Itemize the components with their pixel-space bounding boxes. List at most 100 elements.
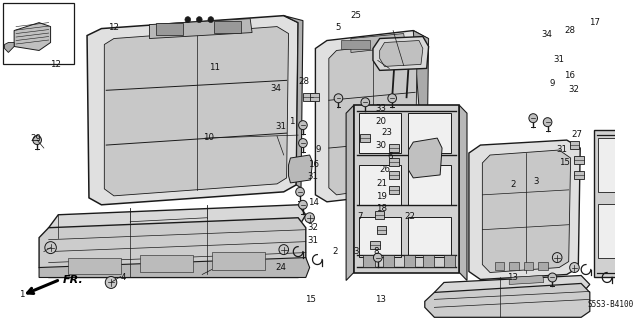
Bar: [377, 226, 387, 234]
Bar: [360, 134, 370, 142]
Circle shape: [299, 138, 307, 148]
Polygon shape: [351, 33, 406, 52]
Circle shape: [196, 17, 202, 23]
Bar: [509, 262, 519, 270]
Text: 31: 31: [554, 55, 564, 64]
Polygon shape: [149, 19, 252, 39]
Polygon shape: [4, 42, 14, 52]
Text: 13: 13: [375, 295, 387, 304]
Polygon shape: [284, 16, 303, 188]
Bar: [156, 23, 183, 34]
Text: 32: 32: [569, 85, 580, 94]
Polygon shape: [408, 138, 442, 178]
Circle shape: [208, 17, 214, 23]
Text: 18: 18: [376, 204, 387, 213]
Text: 2: 2: [332, 247, 338, 256]
Bar: [212, 252, 264, 270]
Polygon shape: [425, 284, 590, 317]
Text: 33: 33: [375, 104, 387, 113]
Circle shape: [388, 41, 396, 48]
Text: 16: 16: [308, 160, 319, 169]
Polygon shape: [435, 276, 590, 301]
Polygon shape: [49, 205, 306, 238]
Text: 19: 19: [376, 191, 387, 201]
Polygon shape: [509, 276, 544, 285]
Text: FR.: FR.: [63, 276, 84, 286]
Text: 14: 14: [308, 198, 319, 207]
Text: 8: 8: [373, 247, 379, 256]
Circle shape: [299, 121, 307, 130]
Text: 9: 9: [549, 79, 554, 88]
Bar: [364, 255, 375, 267]
Text: 1: 1: [289, 117, 295, 126]
Bar: [140, 255, 193, 271]
Bar: [389, 171, 399, 179]
Polygon shape: [316, 31, 428, 202]
Circle shape: [279, 245, 289, 255]
Circle shape: [529, 114, 538, 123]
Polygon shape: [380, 41, 423, 66]
Text: 3: 3: [533, 177, 539, 186]
Circle shape: [570, 263, 579, 272]
Bar: [375, 211, 385, 219]
Bar: [598, 138, 627, 192]
Bar: [634, 204, 640, 257]
Text: 16: 16: [564, 71, 575, 80]
Text: 23: 23: [381, 128, 392, 137]
Circle shape: [388, 94, 396, 103]
Polygon shape: [39, 257, 310, 278]
Bar: [408, 113, 451, 153]
Polygon shape: [413, 31, 429, 185]
Text: 21: 21: [376, 179, 387, 188]
Text: 31: 31: [308, 173, 319, 182]
Text: 31: 31: [556, 145, 568, 154]
Text: 34: 34: [271, 84, 282, 93]
Text: 31: 31: [308, 236, 319, 245]
Text: 25: 25: [351, 11, 362, 20]
Bar: [370, 241, 380, 249]
Bar: [214, 21, 241, 33]
Polygon shape: [460, 105, 467, 280]
Circle shape: [45, 241, 56, 254]
Bar: [598, 204, 627, 257]
Text: 6: 6: [388, 152, 393, 161]
Circle shape: [374, 253, 382, 262]
Bar: [594, 130, 640, 278]
Text: 2: 2: [510, 181, 516, 189]
Text: 4: 4: [120, 272, 126, 281]
Bar: [389, 144, 399, 152]
Bar: [444, 255, 456, 267]
Bar: [524, 262, 533, 270]
Polygon shape: [39, 218, 306, 278]
Polygon shape: [14, 23, 51, 50]
Bar: [575, 171, 584, 179]
Text: 13: 13: [508, 272, 518, 281]
Polygon shape: [87, 16, 298, 205]
Circle shape: [543, 118, 552, 127]
Circle shape: [185, 17, 191, 23]
Bar: [404, 255, 415, 267]
Text: 12: 12: [108, 23, 119, 32]
Text: 11: 11: [209, 63, 220, 72]
Circle shape: [305, 213, 314, 223]
Bar: [358, 113, 401, 153]
Polygon shape: [373, 37, 429, 70]
Bar: [303, 93, 312, 101]
Bar: [389, 186, 399, 194]
Bar: [383, 255, 394, 267]
Text: 24: 24: [276, 263, 287, 272]
Polygon shape: [329, 42, 417, 195]
Polygon shape: [469, 140, 580, 279]
Text: 28: 28: [564, 26, 575, 35]
Bar: [634, 138, 640, 192]
Text: 28: 28: [298, 77, 310, 86]
Text: 27: 27: [572, 130, 583, 138]
Bar: [389, 158, 399, 166]
Text: 9: 9: [315, 145, 321, 154]
Polygon shape: [346, 105, 354, 280]
Circle shape: [548, 273, 557, 282]
Text: 32: 32: [308, 223, 319, 232]
Text: 10: 10: [204, 133, 214, 142]
Text: 15: 15: [305, 295, 316, 304]
Bar: [495, 262, 504, 270]
